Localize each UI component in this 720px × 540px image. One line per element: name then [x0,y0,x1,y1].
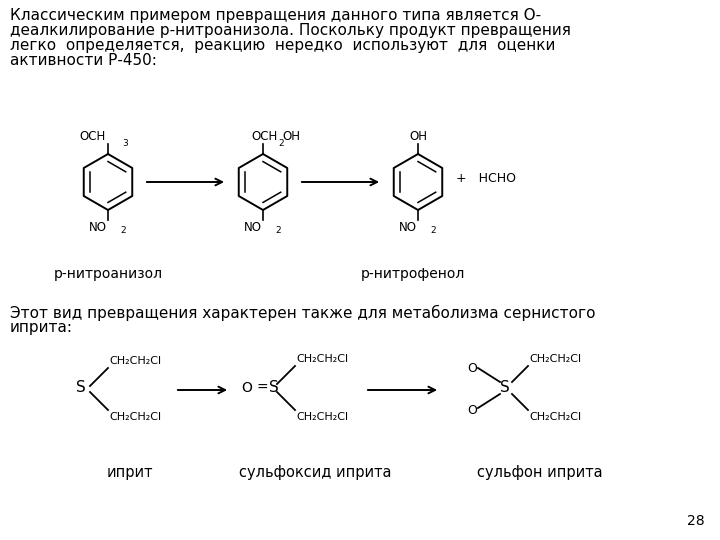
Text: =: = [257,381,269,395]
Text: OH: OH [282,130,300,143]
Text: +   HCHO: + HCHO [456,172,516,186]
Text: активности Р-450:: активности Р-450: [10,53,157,68]
Text: 2: 2 [275,226,281,235]
Text: сульфон иприта: сульфон иприта [477,465,603,480]
Text: S: S [500,381,510,395]
Text: 3: 3 [122,139,127,148]
Text: иприта:: иприта: [10,320,73,335]
Text: CH₂CH₂Cl: CH₂CH₂Cl [109,412,161,422]
Text: OCH: OCH [251,130,277,143]
Text: р-нитроанизол: р-нитроанизол [53,267,163,281]
Text: иприт: иприт [107,465,153,480]
Text: 2: 2 [430,226,436,235]
Text: CH₂CH₂Cl: CH₂CH₂Cl [109,356,161,366]
Text: р-нитрофенол: р-нитрофенол [361,267,465,281]
Text: OCH: OCH [80,130,106,143]
Text: CH₂CH₂Cl: CH₂CH₂Cl [296,354,348,364]
Text: O: O [467,361,477,375]
Text: S: S [76,381,86,395]
Text: NO: NO [89,221,107,234]
Text: 2: 2 [278,139,284,148]
Text: O: O [241,381,252,395]
Text: Этот вид превращения характерен также для метаболизма сернистого: Этот вид превращения характерен также дл… [10,305,595,321]
Text: CH₂CH₂Cl: CH₂CH₂Cl [529,412,581,422]
Text: Классическим примером превращения данного типа является О-: Классическим примером превращения данног… [10,8,541,23]
Text: 28: 28 [688,514,705,528]
Text: S: S [269,381,279,395]
Text: NO: NO [399,221,417,234]
Text: NO: NO [244,221,262,234]
Text: CH₂CH₂Cl: CH₂CH₂Cl [296,412,348,422]
Text: OH: OH [409,130,427,143]
Text: O: O [467,403,477,416]
Text: деалкилирование р-нитроанизола. Поскольку продукт превращения: деалкилирование р-нитроанизола. Поскольк… [10,23,571,38]
Text: сульфоксид иприта: сульфоксид иприта [239,465,391,480]
Text: легко  определяется,  реакцию  нередко  используют  для  оценки: легко определяется, реакцию нередко испо… [10,38,555,53]
Text: 2: 2 [120,226,125,235]
Text: CH₂CH₂Cl: CH₂CH₂Cl [529,354,581,364]
